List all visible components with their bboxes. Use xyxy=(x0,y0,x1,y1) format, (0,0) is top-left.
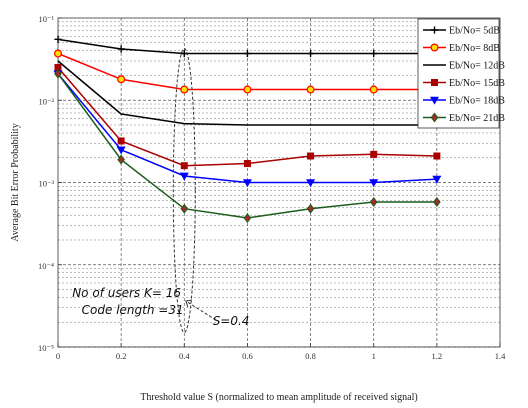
x-tick-label: 1 xyxy=(372,351,376,361)
data-point xyxy=(430,43,439,52)
x-tick-label: 0.2 xyxy=(116,351,127,361)
threshold-arrow xyxy=(185,300,217,321)
data-point xyxy=(306,49,315,58)
x-tick-label: 1.2 xyxy=(432,351,443,361)
data-point xyxy=(369,85,378,94)
data-point xyxy=(432,175,442,184)
series-group xyxy=(57,60,437,126)
data-point xyxy=(116,146,126,155)
y-tick-label: 10⁻⁵ xyxy=(38,343,54,353)
y-axis-title: Average Bit Error Probability xyxy=(10,123,21,241)
data-point xyxy=(369,196,378,207)
legend-item: Eb/No= 18dB xyxy=(423,96,505,107)
y-tick-label: 10⁻³ xyxy=(38,179,54,189)
data-point xyxy=(243,49,252,58)
data-point xyxy=(117,154,125,165)
threshold-arrowhead xyxy=(185,299,192,308)
x-tick-label: 0.6 xyxy=(242,351,253,361)
code-length-annotation: Code length =31 xyxy=(82,303,184,317)
data-point xyxy=(242,179,252,188)
data-point xyxy=(433,152,441,160)
legend-label: Eb/No= 18dB xyxy=(449,96,505,107)
legend-label: Eb/No= 15dB xyxy=(449,78,505,89)
y-tick-label: 10⁻² xyxy=(38,96,54,106)
x-tick-label: 0.8 xyxy=(305,351,316,361)
data-point xyxy=(306,179,316,188)
legend-box xyxy=(417,18,500,129)
annotation-layer: No of users K= 16 Code length =31 S=0.4 xyxy=(72,48,250,333)
data-point xyxy=(243,212,252,224)
data-point xyxy=(179,172,189,181)
data-point xyxy=(243,160,251,168)
legend-label: Eb/No= 21dB xyxy=(449,113,505,124)
x-tick-label: 1.4 xyxy=(495,351,506,361)
data-point xyxy=(53,49,62,58)
tick-layer: 0 0.2 0.4 0.6 0.8 1 1.2 1.4 10⁻⁵ 10⁻⁴ 10⁻³ 10⁻² 10⁻¹ xyxy=(38,14,506,361)
x-tick-label: 0 xyxy=(56,351,60,361)
threshold-annotation: S=0.4 xyxy=(213,314,250,328)
legend-item: Eb/No= 21dB xyxy=(423,112,505,124)
series-group xyxy=(54,68,441,224)
data-point xyxy=(370,49,378,58)
data-point xyxy=(180,162,188,170)
data-point xyxy=(430,79,438,87)
legend-item: Eb/No= 5dB xyxy=(423,26,500,37)
legend-item: Eb/No= 12dB xyxy=(423,61,505,72)
legend-label: Eb/No= 8dB xyxy=(449,43,500,54)
data-point xyxy=(117,137,125,145)
data-point xyxy=(306,203,315,214)
legend-item: Eb/No= 8dB xyxy=(423,43,500,54)
x-axis-title: Threshold value S (normalized to mean am… xyxy=(140,392,417,403)
series-group xyxy=(54,64,441,170)
legend-label: Eb/No= 5dB xyxy=(449,26,500,37)
data-point xyxy=(430,112,439,123)
users-annotation: No of users K= 16 xyxy=(72,286,181,300)
data-point xyxy=(307,152,315,160)
legend: Eb/No= 5dB Eb/No= 8dB Eb/No= 12dB Eb/No= 15… xyxy=(417,18,505,129)
y-tick-label: 10⁻¹ xyxy=(38,14,54,24)
data-point xyxy=(117,75,126,84)
series-line xyxy=(57,60,437,126)
data-point xyxy=(430,26,439,34)
data-point xyxy=(180,85,189,94)
data-point xyxy=(433,196,441,207)
threshold-ellipse xyxy=(172,48,196,333)
data-point xyxy=(369,179,379,188)
series-group xyxy=(54,35,441,58)
data-point xyxy=(54,35,62,43)
x-tick-label: 0.4 xyxy=(179,351,190,361)
legend-item: Eb/No= 15dB xyxy=(423,78,505,89)
data-point xyxy=(429,96,440,105)
data-point xyxy=(180,203,189,214)
series-layer xyxy=(53,35,442,224)
y-tick-label: 10⁻⁴ xyxy=(38,261,54,271)
legend-label: Eb/No= 12dB xyxy=(449,61,505,72)
data-point xyxy=(306,85,315,94)
data-point xyxy=(117,45,125,53)
data-point xyxy=(370,150,378,158)
data-point xyxy=(54,68,62,79)
data-point xyxy=(243,85,252,94)
